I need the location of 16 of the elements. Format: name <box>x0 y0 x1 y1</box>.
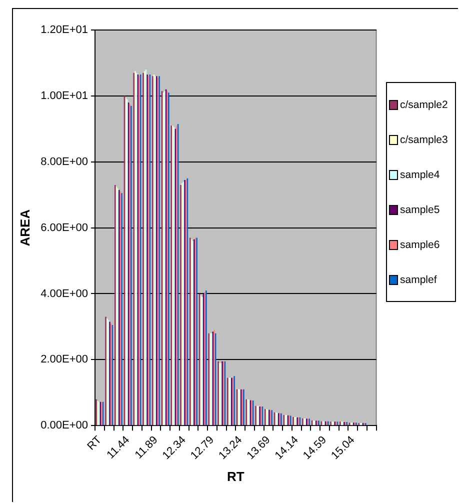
x-tick-label: RT <box>85 434 104 453</box>
x-axis-title: RT <box>226 468 244 484</box>
y-tick-label: 8.00E+00 <box>40 156 88 168</box>
legend-label: sample4 <box>400 168 440 180</box>
legend-label: samplef <box>400 274 437 286</box>
legend-label: c/sample2 <box>400 98 448 110</box>
y-tick-label: 1.00E+01 <box>40 90 88 102</box>
legend-label: c/sample3 <box>400 134 448 146</box>
y-tick-label: 0.00E+00 <box>40 420 88 432</box>
y-axis-title: AREA <box>17 208 32 246</box>
y-tick-label: 4.00E+00 <box>40 288 88 300</box>
y-tick-label: 1.20E+01 <box>40 24 88 36</box>
legend-label: sample5 <box>400 204 440 216</box>
legend-label: sample6 <box>400 238 440 250</box>
y-tick-label: 2.00E+00 <box>40 354 88 366</box>
y-tick-label: 6.00E+00 <box>40 222 88 234</box>
